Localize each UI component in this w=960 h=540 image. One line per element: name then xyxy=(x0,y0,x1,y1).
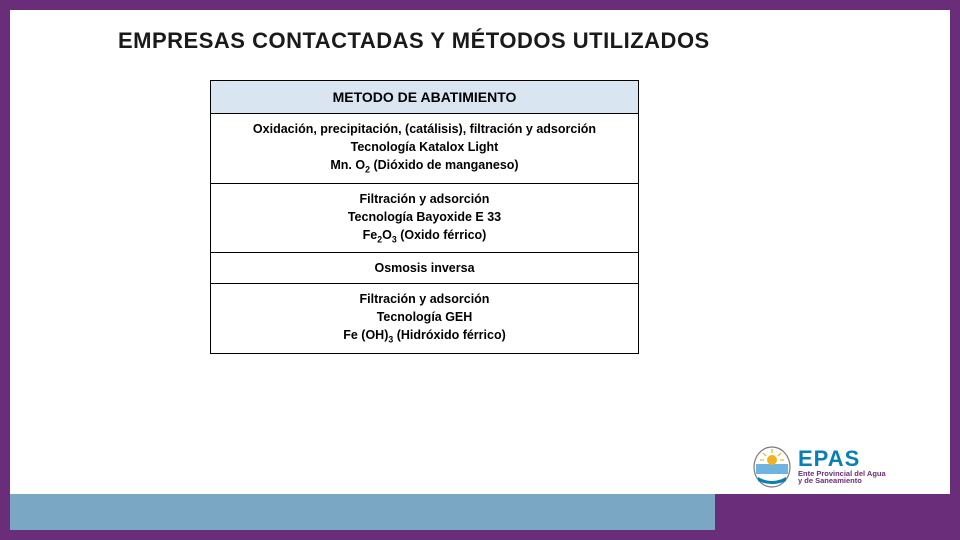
logo-main: EPAS xyxy=(798,449,886,470)
row-line3: Fe2O3 (Oxido férrico) xyxy=(217,228,632,245)
footer-blue-band xyxy=(10,494,715,530)
slide-frame: EMPRESAS CONTACTADAS Y MÉTODOS UTILIZADO… xyxy=(0,0,960,540)
row-line2: Tecnología Katalox Light xyxy=(217,140,632,154)
row-line1: Oxidación, precipitación, (catálisis), f… xyxy=(217,122,632,136)
page-title: EMPRESAS CONTACTADAS Y MÉTODOS UTILIZADO… xyxy=(118,28,710,54)
logo-sub-line2: y de Saneamiento xyxy=(798,477,886,485)
table-row: Oxidación, precipitación, (catálisis), f… xyxy=(211,114,638,184)
methods-table: METODO DE ABATIMIENTO Oxidación, precipi… xyxy=(210,80,639,354)
logo: EPAS Ente Provincial del Agua y de Sanea… xyxy=(752,444,940,490)
row-line1: Filtración y adsorción xyxy=(217,292,632,306)
row-line2: Tecnología Bayoxide E 33 xyxy=(217,210,632,224)
row-line1: Filtración y adsorción xyxy=(217,192,632,206)
row-line3: Fe (OH)3 (Hidróxido férrico) xyxy=(217,328,632,345)
logo-text: EPAS Ente Provincial del Agua y de Sanea… xyxy=(798,449,886,486)
logo-shield-icon xyxy=(752,445,792,489)
table-row: Filtración y adsorción Tecnología GEH Fe… xyxy=(211,284,638,353)
table-row: Filtración y adsorción Tecnología Bayoxi… xyxy=(211,184,638,254)
table-header: METODO DE ABATIMIENTO xyxy=(211,81,638,114)
row-line2: Tecnología GEH xyxy=(217,310,632,324)
row-line3: Mn. O2 (Dióxido de manganeso) xyxy=(217,158,632,175)
row-line1: Osmosis inversa xyxy=(217,261,632,275)
table-row: Osmosis inversa xyxy=(211,253,638,284)
